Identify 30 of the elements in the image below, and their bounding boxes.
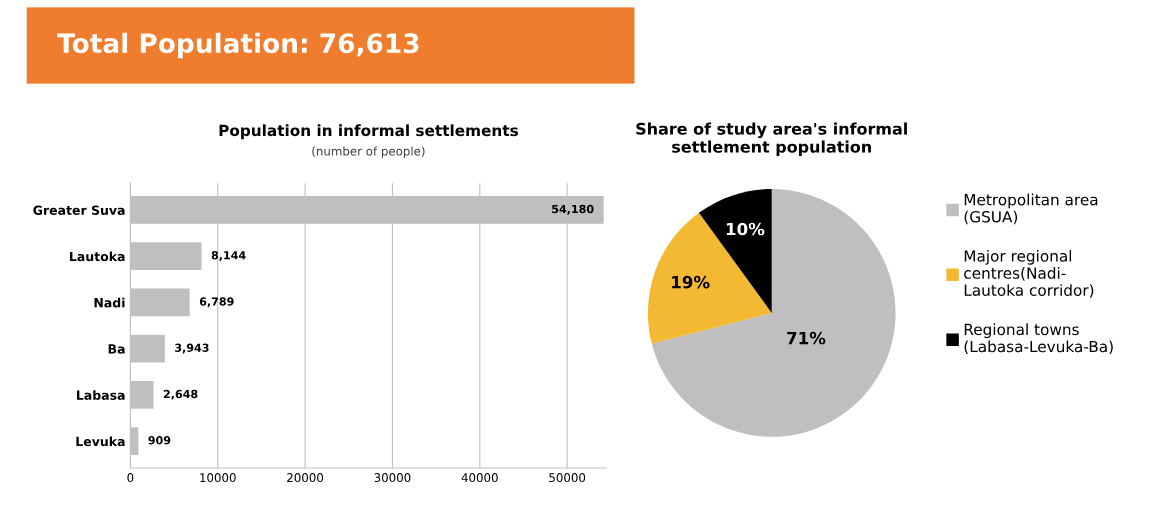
pie-slice: [647, 212, 772, 344]
y-tick-label: Greater Suva: [33, 205, 125, 215]
y-tick-label: Lautoka: [70, 251, 125, 262]
x-tick-label: 40000: [461, 473, 498, 483]
y-tick-label: Labasa: [77, 390, 125, 400]
legend-label: Metropolitan area (GSUA): [964, 193, 1098, 225]
x-tick-label: 0: [127, 473, 134, 483]
data-label: 54,180: [552, 204, 594, 215]
data-label: 19%: [672, 275, 710, 289]
data-label: 10%: [726, 222, 765, 236]
text: Total Population: 76,613: [57, 32, 419, 59]
data-label: 3,943: [175, 343, 209, 354]
y-tick-label: Levuka: [76, 436, 125, 447]
x-tick-label: 30000: [374, 473, 411, 483]
data-label: 909: [148, 436, 171, 445]
data-label: 8,144: [211, 251, 246, 261]
data-label: 71%: [787, 331, 826, 345]
chart-title: Population in informal settlements: [219, 124, 518, 140]
chart-subtitle: (number of people): [312, 146, 425, 158]
x-tick-label: 50000: [549, 473, 586, 483]
legend-label: Regional towns (Labasa-Levuka-Ba): [964, 323, 1113, 355]
legend-label: Major regional centres(Nadi- Lautoka corridor): [964, 249, 1094, 298]
x-tick-label: 20000: [287, 473, 324, 483]
chart-title: Share of study area's informal settlement population: [636, 122, 907, 156]
data-label: 2,648: [163, 389, 198, 400]
pie-slice: [651, 189, 896, 437]
y-tick-label: Nadi: [94, 297, 125, 308]
data-label: 6,789: [199, 297, 234, 308]
y-tick-label: Ba: [108, 344, 125, 354]
x-tick-label: 10000: [200, 473, 236, 483]
